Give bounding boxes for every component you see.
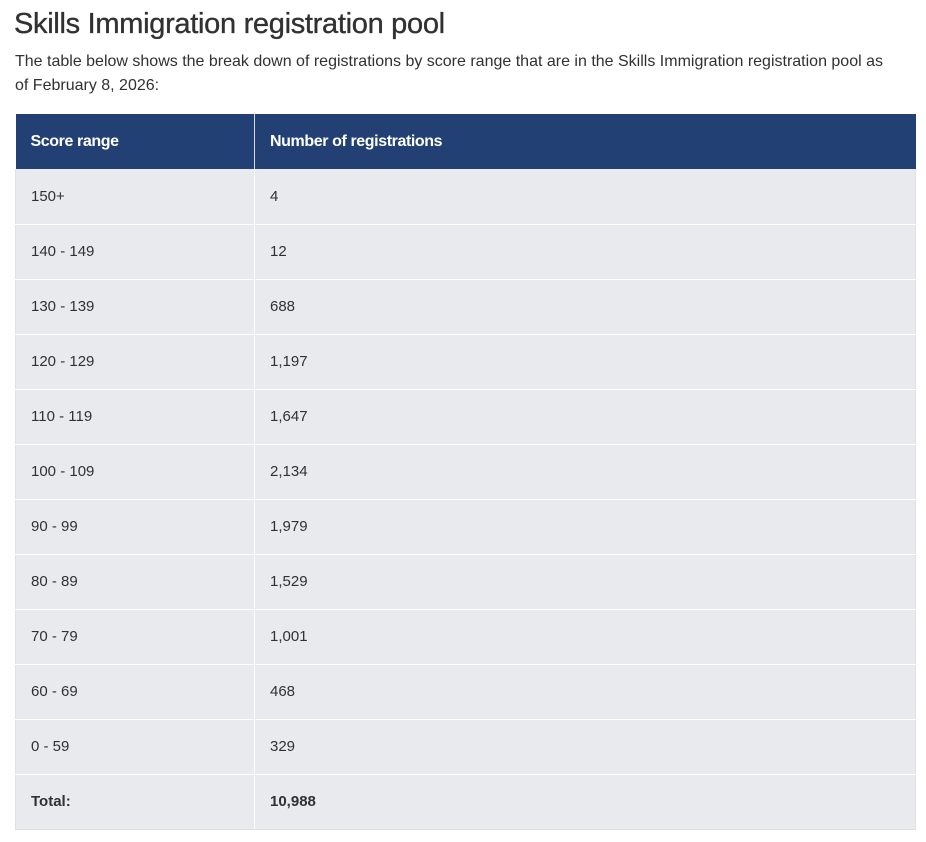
header-number-of-registrations: Number of registrations bbox=[254, 114, 916, 169]
score-range-cell: 90 - 99 bbox=[15, 499, 255, 555]
table-row: 80 - 89 1,529 bbox=[15, 554, 916, 610]
score-range-cell: 110 - 119 bbox=[15, 389, 255, 445]
score-range-cell: 100 - 109 bbox=[15, 444, 255, 500]
page-title: Skills Immigration registration pool bbox=[14, 8, 445, 40]
registrations-cell: 688 bbox=[254, 279, 916, 335]
total-label: Total: bbox=[15, 774, 255, 830]
score-range-cell: 80 - 89 bbox=[15, 554, 255, 610]
header-score-range: Score range bbox=[15, 114, 255, 169]
registrations-cell: 4 bbox=[254, 169, 916, 225]
table-row: 0 - 59 329 bbox=[15, 719, 916, 775]
table-row: 150+ 4 bbox=[15, 169, 916, 225]
score-range-cell: 140 - 149 bbox=[15, 224, 255, 280]
score-range-cell: 150+ bbox=[15, 169, 255, 225]
registrations-cell: 1,647 bbox=[254, 389, 916, 445]
score-range-cell: 0 - 59 bbox=[15, 719, 255, 775]
table-row: 120 - 129 1,197 bbox=[15, 334, 916, 390]
intro-text: The table below shows the break down of … bbox=[15, 53, 883, 94]
registrations-cell: 2,134 bbox=[254, 444, 916, 500]
registration-pool-table: Score range Number of registrations 150+… bbox=[15, 114, 916, 830]
total-count: 10,988 bbox=[254, 774, 916, 830]
table-row: 70 - 79 1,001 bbox=[15, 609, 916, 665]
score-range-cell: 70 - 79 bbox=[15, 609, 255, 665]
registrations-cell: 1,529 bbox=[254, 554, 916, 610]
registrations-cell: 1,001 bbox=[254, 609, 916, 665]
registrations-cell: 1,197 bbox=[254, 334, 916, 390]
registrations-cell: 1,979 bbox=[254, 499, 916, 555]
score-range-cell: 60 - 69 bbox=[15, 664, 255, 720]
table-row: 130 - 139 688 bbox=[15, 279, 916, 335]
registrations-cell: 468 bbox=[254, 664, 916, 720]
table-row: 90 - 99 1,979 bbox=[15, 499, 916, 555]
score-range-cell: 130 - 139 bbox=[15, 279, 255, 335]
table-row: 60 - 69 468 bbox=[15, 664, 916, 720]
table-header-row: Score range Number of registrations bbox=[15, 114, 916, 169]
registrations-cell: 12 bbox=[254, 224, 916, 280]
total-row: Total: 10,988 bbox=[15, 774, 916, 830]
registrations-cell: 329 bbox=[254, 719, 916, 775]
table-row: 140 - 149 12 bbox=[15, 224, 916, 280]
table-row: 100 - 109 2,134 bbox=[15, 444, 916, 500]
table-row: 110 - 119 1,647 bbox=[15, 389, 916, 445]
score-range-cell: 120 - 129 bbox=[15, 334, 255, 390]
